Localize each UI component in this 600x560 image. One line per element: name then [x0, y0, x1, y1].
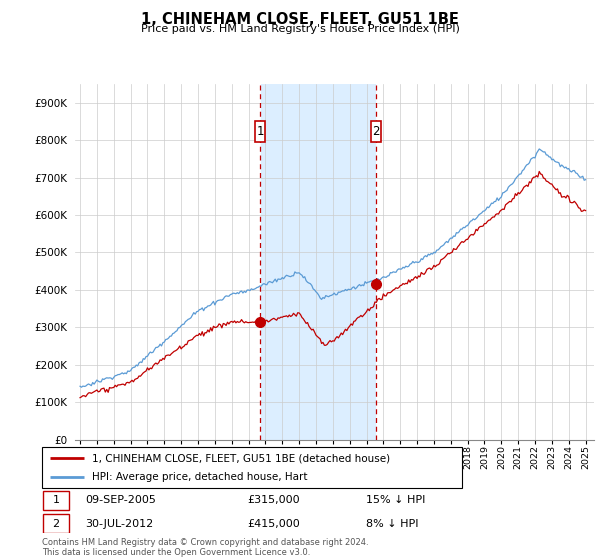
Text: Price paid vs. HM Land Registry's House Price Index (HPI): Price paid vs. HM Land Registry's House … — [140, 24, 460, 34]
Text: 2: 2 — [373, 125, 380, 138]
Text: 09-SEP-2005: 09-SEP-2005 — [85, 496, 156, 505]
Text: 8% ↓ HPI: 8% ↓ HPI — [366, 519, 419, 529]
FancyBboxPatch shape — [43, 491, 69, 510]
Text: Contains HM Land Registry data © Crown copyright and database right 2024.
This d: Contains HM Land Registry data © Crown c… — [42, 538, 368, 557]
FancyBboxPatch shape — [255, 122, 265, 142]
Text: £415,000: £415,000 — [247, 519, 300, 529]
Text: £315,000: £315,000 — [247, 496, 300, 505]
Text: 30-JUL-2012: 30-JUL-2012 — [85, 519, 154, 529]
Text: HPI: Average price, detached house, Hart: HPI: Average price, detached house, Hart — [92, 472, 308, 482]
FancyBboxPatch shape — [371, 122, 382, 142]
Text: 15% ↓ HPI: 15% ↓ HPI — [366, 496, 425, 505]
FancyBboxPatch shape — [43, 514, 69, 533]
Text: 1, CHINEHAM CLOSE, FLEET, GU51 1BE: 1, CHINEHAM CLOSE, FLEET, GU51 1BE — [141, 12, 459, 27]
Text: 2: 2 — [52, 519, 59, 529]
Text: 1, CHINEHAM CLOSE, FLEET, GU51 1BE (detached house): 1, CHINEHAM CLOSE, FLEET, GU51 1BE (deta… — [92, 454, 391, 464]
Text: 1: 1 — [53, 496, 59, 505]
Text: 1: 1 — [256, 125, 264, 138]
